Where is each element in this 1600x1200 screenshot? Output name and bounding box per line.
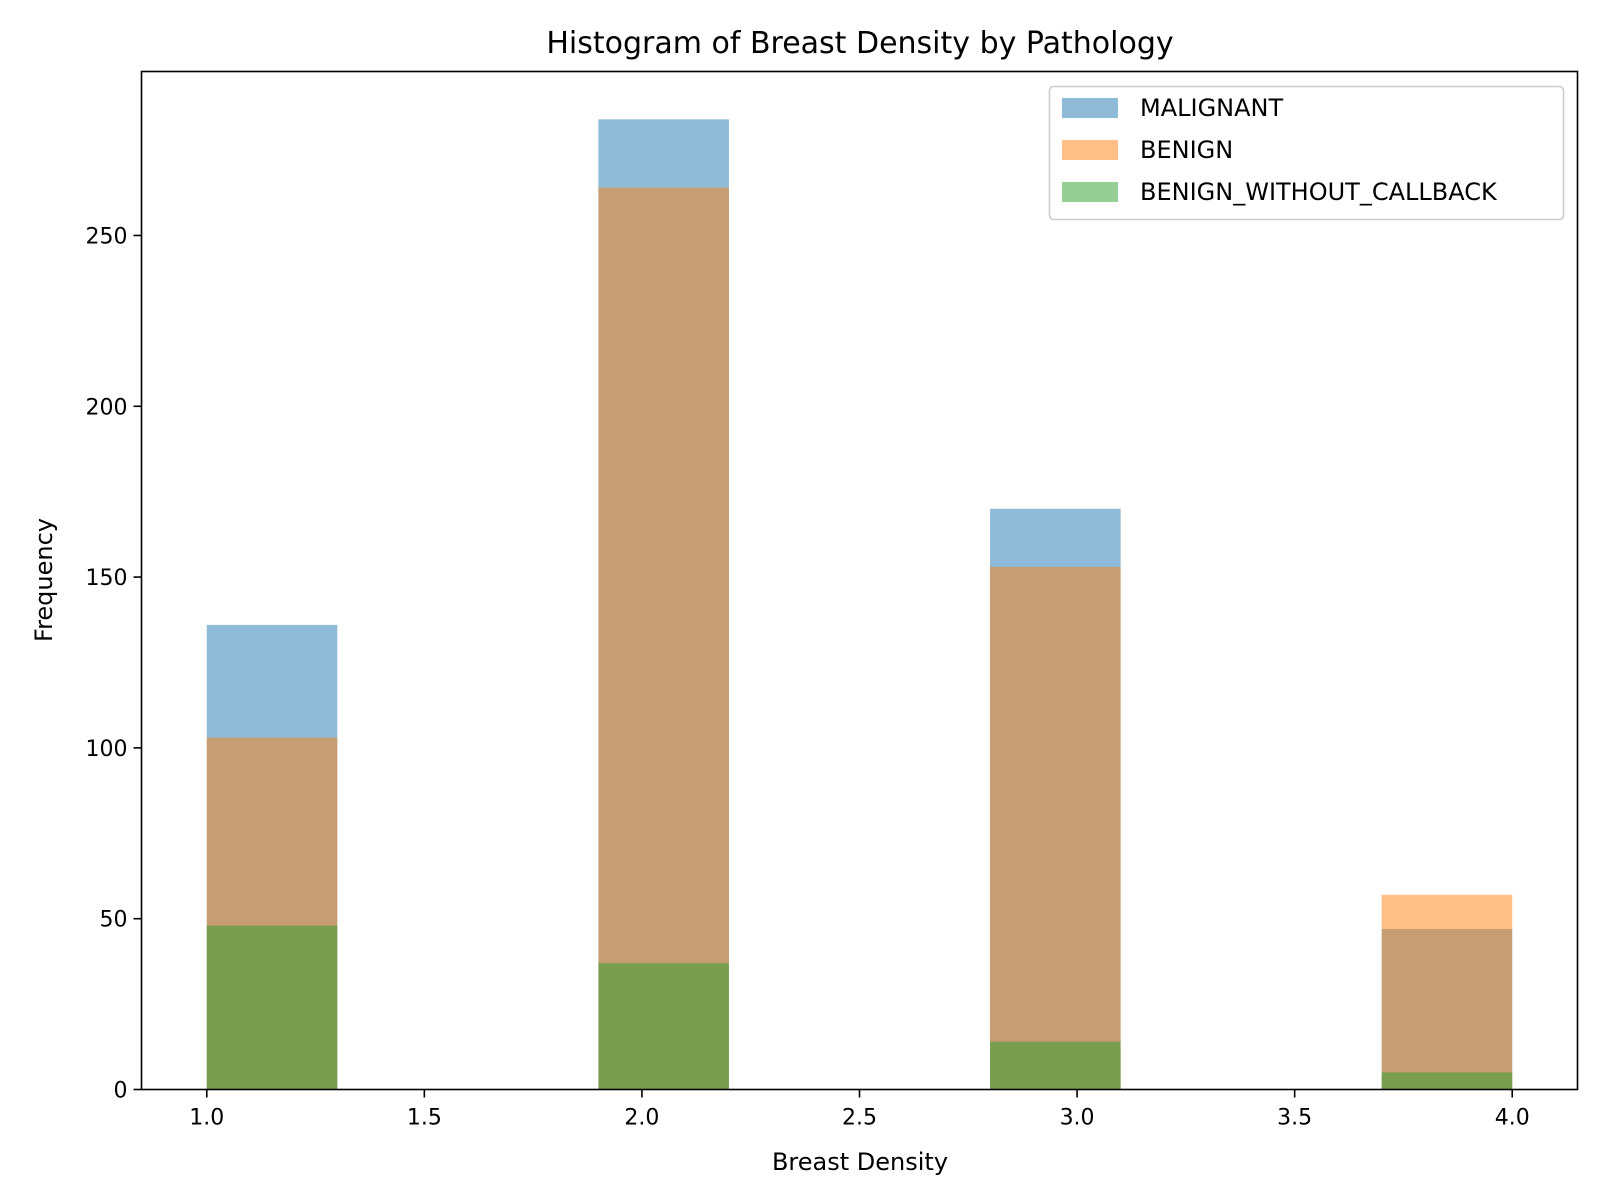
bar-benign-4 bbox=[1381, 894, 1513, 1090]
chart-title: Histogram of Breast Density by Pathology bbox=[546, 26, 1173, 61]
y-tick-label: 0 bbox=[114, 1079, 128, 1104]
axes-frame bbox=[140, 70, 1579, 1091]
x-axis-ticks: 1.0 1.5 2.0 2.5 3.0 3.5 4.0 bbox=[189, 1089, 1530, 1131]
y-tick-label: 50 bbox=[100, 908, 128, 933]
bar-benign-without-callback-2 bbox=[598, 963, 729, 1090]
x-tick-label: 1.5 bbox=[407, 1106, 442, 1131]
bar-benign-without-callback-3 bbox=[990, 1041, 1121, 1090]
legend-swatch-benign-without-callback bbox=[1062, 182, 1118, 202]
x-tick-label: 2.0 bbox=[624, 1106, 659, 1131]
y-tick-label: 150 bbox=[86, 566, 128, 591]
x-tick-label: 2.5 bbox=[842, 1106, 877, 1131]
legend-swatch-malignant bbox=[1062, 98, 1118, 118]
x-tick-label: 3.5 bbox=[1277, 1106, 1312, 1131]
y-tick-label: 200 bbox=[86, 395, 128, 420]
legend: MALIGNANT BENIGN BENIGN_WITHOUT_CALLBACK bbox=[1048, 85, 1565, 221]
bar-benign-2 bbox=[598, 187, 729, 1090]
bar-benign-3 bbox=[990, 566, 1121, 1090]
x-tick-label: 3.0 bbox=[1060, 1106, 1095, 1131]
legend-swatch-benign bbox=[1062, 140, 1118, 160]
legend-frame bbox=[1048, 85, 1565, 221]
x-tick-label: 4.0 bbox=[1495, 1106, 1530, 1131]
legend-label-malignant: MALIGNANT bbox=[1140, 94, 1283, 122]
y-tick-label: 100 bbox=[86, 737, 128, 762]
x-tick-label: 1.0 bbox=[189, 1106, 224, 1131]
bar-benign-without-callback-4 bbox=[1381, 1072, 1513, 1090]
y-axis-label: Frequency bbox=[30, 518, 58, 642]
bar-benign-without-callback-1 bbox=[206, 925, 338, 1090]
legend-label-benign-without-callback: BENIGN_WITHOUT_CALLBACK bbox=[1140, 178, 1498, 206]
legend-label-benign: BENIGN bbox=[1140, 136, 1233, 164]
x-axis-label: Breast Density bbox=[772, 1148, 948, 1176]
y-tick-label: 250 bbox=[86, 224, 128, 249]
y-axis-ticks: 0 50 100 150 200 250 bbox=[86, 224, 142, 1104]
plot-area bbox=[206, 119, 1513, 1090]
legend-entries: MALIGNANT BENIGN BENIGN_WITHOUT_CALLBACK bbox=[1062, 94, 1498, 206]
